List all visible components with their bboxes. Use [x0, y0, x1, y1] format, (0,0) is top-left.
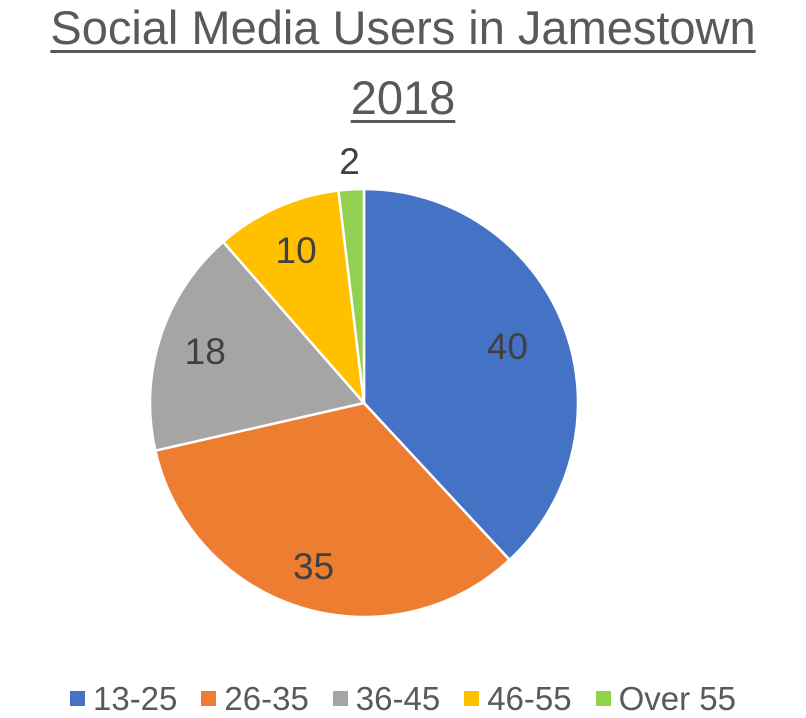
- legend-swatch: [595, 691, 611, 706]
- legend-label: 36-45: [355, 679, 441, 717]
- legend-item-over-55: Over 55: [595, 679, 736, 718]
- pie-slice-26-35: [153, 401, 512, 619]
- pie-slice-13-25: [362, 187, 580, 562]
- legend-item-46-55: 46-55: [464, 679, 572, 718]
- pie-slices: [148, 187, 580, 619]
- data-label-26-35: 35: [293, 546, 334, 587]
- legend-label: Over 55: [618, 679, 736, 717]
- pie-data-labels: 40 35 18 10 2: [185, 141, 528, 587]
- pie-slice-over-55: [337, 187, 366, 404]
- legend-label: 26-35: [224, 679, 309, 717]
- data-label-36-45: 18: [185, 331, 226, 372]
- legend-item-13-25: 13-25: [69, 679, 178, 718]
- chart-title: Social Media Users in Jamestown: [50, 1, 756, 54]
- legend-label: 46-55: [487, 679, 572, 717]
- legend-item-36-45: 36-45: [332, 679, 441, 718]
- pie-slice-36-45: [148, 240, 367, 453]
- pie-slice-46-55: [221, 189, 366, 407]
- legend-swatch: [69, 691, 85, 706]
- pie-chart: 40 35 18 10 2: [148, 141, 580, 619]
- data-label-over-55: 2: [339, 141, 360, 182]
- data-label-46-55: 10: [276, 230, 317, 271]
- chart-subtitle: 2018: [350, 71, 456, 124]
- legend: 13-25 26-35 36-45 46-55 Over 55: [0, 680, 806, 717]
- legend-label: 13-25: [92, 679, 178, 717]
- legend-item-26-35: 26-35: [201, 679, 309, 718]
- legend-swatch: [201, 691, 217, 706]
- legend-swatch: [332, 691, 348, 706]
- data-label-13-25: 40: [487, 326, 528, 367]
- legend-swatch: [464, 691, 480, 706]
